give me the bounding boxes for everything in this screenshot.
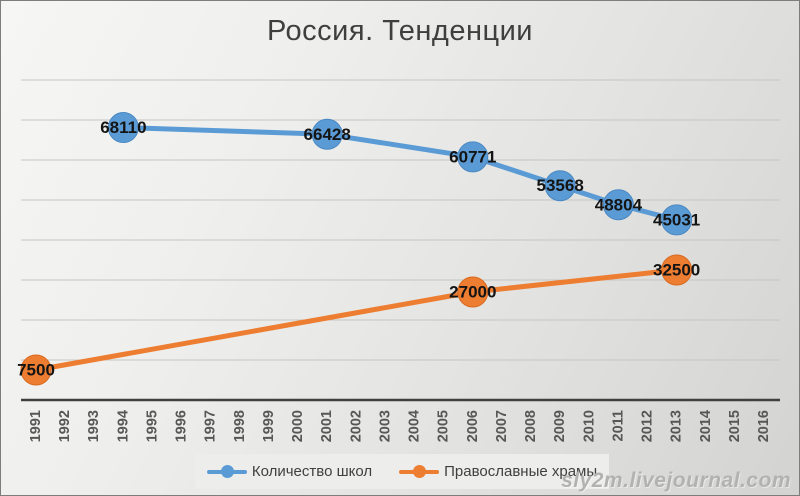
x-axis-label: 2014 <box>698 410 714 442</box>
x-axis-label: 1994 <box>115 410 131 442</box>
x-axis-label: 1995 <box>144 410 160 442</box>
x-axis-label: 2012 <box>640 410 656 442</box>
x-axis-label: 1996 <box>174 410 190 442</box>
data-label: 68110 <box>100 118 146 137</box>
data-label: 60771 <box>449 147 496 166</box>
data-point-marker <box>661 254 693 286</box>
watermark: sly2m.livejournal.com <box>561 469 791 492</box>
data-label: 53568 <box>537 176 584 195</box>
x-axis-label: 2007 <box>494 410 510 442</box>
chart-title: Россия. Тенденции <box>266 15 534 47</box>
x-axis-label: 1992 <box>57 410 73 442</box>
x-axis-label: 2015 <box>727 410 743 442</box>
data-point-marker <box>457 276 489 308</box>
x-axis-label: 2002 <box>348 410 364 442</box>
x-axis-label: 2003 <box>377 410 393 442</box>
x-axis-label: 2009 <box>552 410 568 442</box>
series-line <box>120 125 680 223</box>
data-point-marker <box>20 354 52 386</box>
data-point-marker <box>457 141 489 173</box>
legend-item-churches: Православные храмы <box>399 463 597 480</box>
x-axis-label: 1991 <box>28 410 44 442</box>
data-point-marker <box>544 170 576 202</box>
data-label: 27000 <box>449 283 496 302</box>
x-axis-label: 2004 <box>407 410 423 442</box>
x-axis-label: 2010 <box>581 410 597 442</box>
data-label: 7500 <box>17 361 55 380</box>
x-axis-label: 2000 <box>290 410 306 442</box>
data-label: 45031 <box>653 210 700 229</box>
legend-item-schools: Количество школ <box>206 463 373 480</box>
legend-label-schools: Количество школ <box>251 463 373 480</box>
line-marker-icon <box>399 465 440 478</box>
data-label: 32500 <box>653 261 700 280</box>
x-axis-label: 2006 <box>465 410 481 442</box>
x-axis-label: 2016 <box>756 410 772 442</box>
x-axis-label: 2005 <box>436 410 452 442</box>
legend-label-churches: Православные храмы <box>444 463 598 480</box>
x-axis-label: 1997 <box>203 410 219 442</box>
data-label: 66428 <box>304 125 351 144</box>
legend: Количество школ Православные храмы <box>195 454 609 489</box>
x-axis-label: 2001 <box>319 410 335 442</box>
x-axis-label: 1993 <box>86 410 102 442</box>
data-point-marker <box>107 112 139 144</box>
x-axis-label: 1999 <box>261 410 277 442</box>
x-axis-label: 2008 <box>523 410 539 442</box>
data-point-marker <box>602 189 634 221</box>
line-marker-icon <box>206 465 247 478</box>
x-axis-label: 1998 <box>232 410 248 442</box>
data-point-marker <box>311 118 343 150</box>
data-label: 48804 <box>595 195 643 214</box>
x-axis-label: 2011 <box>610 410 626 441</box>
x-axis-label: 2013 <box>669 410 685 442</box>
data-point-marker <box>661 204 693 236</box>
